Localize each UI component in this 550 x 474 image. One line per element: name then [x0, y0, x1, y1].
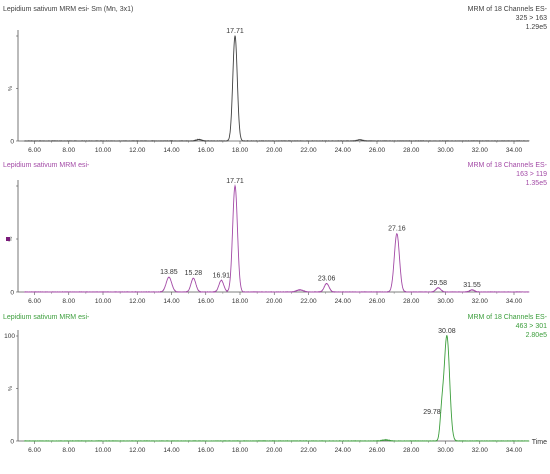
- panel-title: Lepidium sativum MRM esi- Sm (Mn, 3x1): [3, 6, 133, 13]
- x-tick-label: 18.00: [232, 298, 249, 305]
- x-tick-label: 10.00: [95, 447, 112, 454]
- panel-title: Lepidium sativum MRM esi-: [3, 162, 90, 169]
- x-tick-label: 8.00: [62, 447, 75, 454]
- y-tick-label-0: 0: [10, 139, 14, 146]
- chromatogram-panel-1: Lepidium sativum MRM esi- Sm (Mn, 3x1) MR…: [3, 6, 548, 154]
- peak-label: 27.16: [388, 226, 406, 233]
- x-axis-label: Time: [532, 439, 547, 446]
- channel-marker: [6, 237, 10, 241]
- x-tick-label: 16.00: [198, 298, 215, 305]
- x-tick-label: 34.00: [506, 147, 523, 154]
- panel-header-line-1: MRM of 18 Channels ES-: [468, 6, 548, 13]
- x-tick-label: 16.00: [198, 447, 215, 454]
- x-tick-label: 24.00: [335, 147, 352, 154]
- panel-header-line-1: MRM of 18 Channels ES-: [468, 314, 548, 321]
- x-tick-label: 10.00: [95, 147, 112, 154]
- x-tick-label: 32.00: [472, 147, 489, 154]
- x-tick-label: 34.00: [506, 298, 523, 305]
- x-tick-label: 30.00: [437, 147, 454, 154]
- x-tick-label: 30.00: [437, 447, 454, 454]
- chromatogram-trace: [24, 334, 530, 442]
- x-tick-label: 18.00: [232, 147, 249, 154]
- x-tick-label: 24.00: [335, 298, 352, 305]
- peak-label: 31.55: [463, 282, 481, 289]
- x-tick-label: 8.00: [62, 147, 75, 154]
- panel-header-line-3: 1.35e5: [526, 180, 548, 187]
- chromatogram-trace: [24, 184, 530, 293]
- panel-header-line-2: 325 > 163: [516, 15, 547, 22]
- x-tick-label: 28.00: [403, 447, 420, 454]
- y-tick-label-percent: %: [8, 386, 14, 391]
- peak-label: 13.85: [160, 269, 178, 276]
- x-tick-label: 12.00: [129, 298, 146, 305]
- panel-header-line-3: 1.29e5: [526, 24, 548, 31]
- x-tick-label: 34.00: [506, 447, 523, 454]
- x-tick-label: 6.00: [28, 447, 41, 454]
- chromatogram-panel-3: Lepidium sativum MRM esi- MRM of 18 Chann…: [3, 314, 548, 454]
- x-tick-label: 8.00: [62, 298, 75, 305]
- x-tick-label: 14.00: [163, 298, 180, 305]
- x-tick-label: 12.00: [129, 447, 146, 454]
- x-tick-label: 6.00: [28, 147, 41, 154]
- chromatogram-trace: [24, 35, 530, 142]
- x-tick-label: 22.00: [300, 298, 317, 305]
- x-tick-label: 28.00: [403, 298, 420, 305]
- y-tick-label-percent: %: [8, 86, 14, 91]
- x-tick-label: 26.00: [369, 147, 386, 154]
- x-tick-label: 22.00: [300, 447, 317, 454]
- x-tick-label: 18.00: [232, 447, 249, 454]
- peak-label: 29.78: [423, 409, 441, 416]
- peak-label: 29.58: [430, 280, 448, 287]
- x-tick-label: 16.00: [198, 147, 215, 154]
- peak-label: 17.71: [226, 178, 244, 185]
- peak-label: 30.08: [438, 328, 456, 335]
- x-tick-label: 22.00: [300, 147, 317, 154]
- x-tick-label: 10.00: [95, 298, 112, 305]
- x-tick-label: 32.00: [472, 447, 489, 454]
- x-tick-label: 6.00: [28, 298, 41, 305]
- x-tick-label: 26.00: [369, 447, 386, 454]
- x-tick-label: 30.00: [437, 298, 454, 305]
- y-tick-label-100: 100: [4, 333, 15, 340]
- x-tick-label: 14.00: [163, 147, 180, 154]
- panel-title: Lepidium sativum MRM esi-: [3, 314, 90, 321]
- peak-label: 17.71: [226, 28, 244, 35]
- panel-header-line-3: 2.80e5: [526, 332, 548, 339]
- panel-header-line-2: 163 > 119: [516, 171, 547, 178]
- x-tick-label: 32.00: [472, 298, 489, 305]
- y-tick-label-percent: %: [8, 236, 14, 241]
- x-tick-label: 20.00: [266, 298, 283, 305]
- x-tick-label: 14.00: [163, 447, 180, 454]
- peak-label: 15.28: [185, 270, 203, 277]
- x-tick-label: 20.00: [266, 447, 283, 454]
- x-tick-label: 26.00: [369, 298, 386, 305]
- x-tick-label: 24.00: [335, 447, 352, 454]
- peak-label: 16.91: [213, 272, 231, 279]
- x-tick-label: 20.00: [266, 147, 283, 154]
- x-tick-label: 12.00: [129, 147, 146, 154]
- panel-header-line-2: 463 > 301: [516, 323, 547, 330]
- chromatogram-panel-2: Lepidium sativum MRM esi- MRM of 18 Chann…: [3, 162, 548, 305]
- x-tick-label: 28.00: [403, 147, 420, 154]
- panel-header-line-1: MRM of 18 Channels ES-: [468, 162, 548, 169]
- y-tick-label-0: 0: [10, 290, 14, 297]
- y-tick-label-0: 0: [10, 439, 14, 446]
- peak-label: 23.06: [318, 276, 336, 283]
